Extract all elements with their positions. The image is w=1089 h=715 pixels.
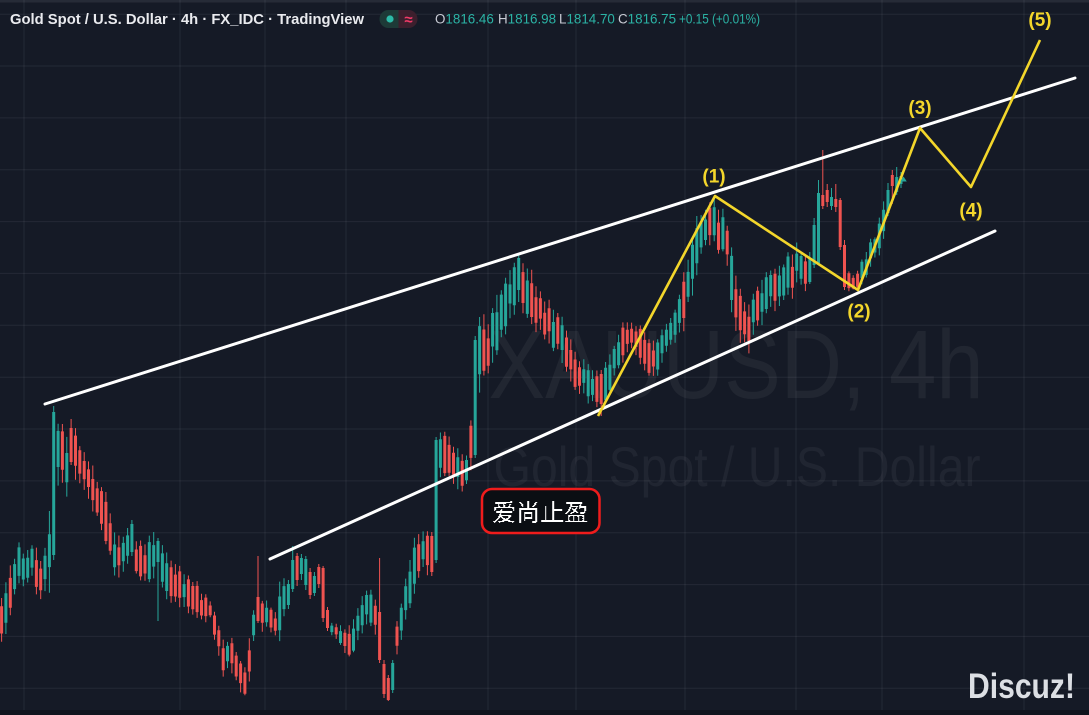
svg-text:≈: ≈ <box>404 12 412 29</box>
svg-text:(2): (2) <box>847 302 870 323</box>
svg-text:(5): (5) <box>1028 10 1051 31</box>
svg-text:(3): (3) <box>908 98 931 119</box>
svg-text:(4): (4) <box>959 201 982 222</box>
svg-text:Gold Spot / U.S. Dollar: Gold Spot / U.S. Dollar <box>494 435 981 498</box>
svg-text:Gold Spot / U.S. Dollar · 4h ·: Gold Spot / U.S. Dollar · 4h · FX_IDC · … <box>10 11 364 28</box>
svg-text:Discuz!: Discuz! <box>968 667 1075 706</box>
svg-text:O1816.46: O1816.46 <box>435 12 494 27</box>
svg-text:H1816.98: H1816.98 <box>498 12 556 27</box>
svg-text:C1816.75: C1816.75 <box>618 12 676 27</box>
svg-text:(1): (1) <box>702 167 725 188</box>
svg-text:+0.15 (+0.01%): +0.15 (+0.01%) <box>679 12 760 27</box>
svg-text:L1814.70: L1814.70 <box>559 12 615 27</box>
